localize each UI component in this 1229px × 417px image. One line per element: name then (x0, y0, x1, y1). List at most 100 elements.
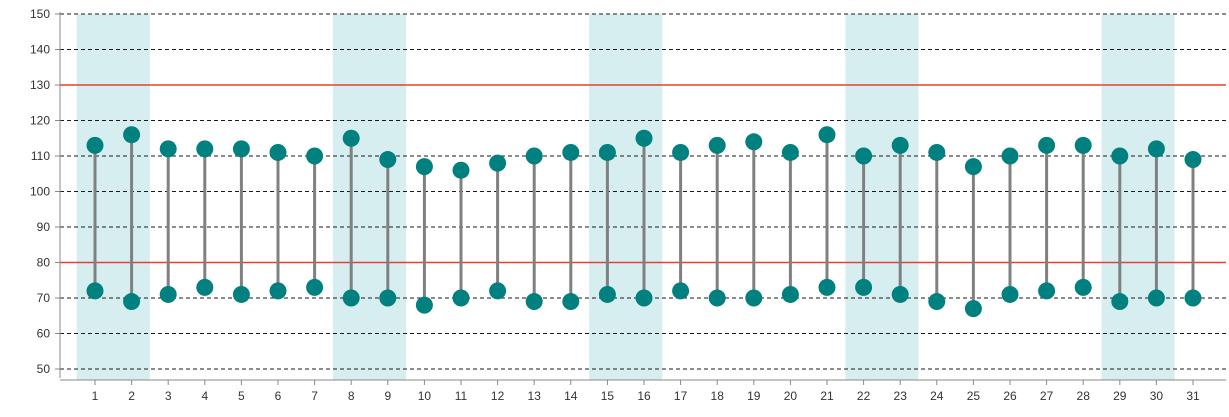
x-tick-label-28: 28 (1077, 389, 1091, 403)
y-tick-label-110: 110 (31, 149, 50, 163)
y-tick-label-80: 80 (37, 256, 51, 270)
marker-low-12 (489, 282, 507, 300)
marker-high-18 (708, 136, 726, 154)
x-tick-label-30: 30 (1150, 389, 1164, 403)
marker-low-22 (855, 278, 873, 296)
marker-high-19 (745, 133, 763, 151)
y-tick-label-50: 50 (37, 362, 51, 376)
marker-low-24 (928, 293, 946, 311)
marker-high-5 (232, 140, 250, 158)
marker-low-20 (781, 285, 799, 303)
y-tick-label-100: 100 (30, 185, 50, 199)
x-tick-label-27: 27 (1040, 389, 1054, 403)
marker-high-12 (489, 154, 507, 172)
marker-low-8 (342, 289, 360, 307)
marker-high-7 (306, 147, 324, 165)
x-tick-label-20: 20 (784, 389, 798, 403)
marker-high-10 (415, 158, 433, 176)
y-tick-label-60: 60 (37, 327, 51, 341)
marker-high-20 (781, 143, 799, 161)
y-tick-label-150: 150 (30, 7, 50, 21)
marker-high-14 (562, 143, 580, 161)
marker-high-22 (855, 147, 873, 165)
marker-low-4 (196, 278, 214, 296)
marker-low-10 (415, 296, 433, 314)
y-tick-label-140: 140 (30, 43, 50, 57)
y-tick-label-120: 120 (30, 114, 50, 128)
marker-low-1 (86, 282, 104, 300)
marker-low-27 (1038, 282, 1056, 300)
x-tick-label-2: 2 (128, 389, 135, 403)
marker-low-14 (562, 293, 580, 311)
marker-high-15 (598, 143, 616, 161)
marker-low-23 (891, 285, 909, 303)
marker-high-24 (928, 143, 946, 161)
stems (93, 134, 1195, 309)
shaded-band-5 (1101, 14, 1175, 380)
x-tick-label-11: 11 (455, 389, 468, 403)
markers (86, 126, 1202, 318)
shaded-bands (76, 14, 1175, 380)
x-tick-label-31: 31 (1186, 389, 1200, 403)
marker-low-6 (269, 282, 287, 300)
x-tick-label-21: 21 (820, 389, 834, 403)
marker-low-29 (1111, 293, 1129, 311)
marker-high-17 (672, 143, 690, 161)
x-tick-label-26: 26 (1003, 389, 1017, 403)
marker-low-21 (818, 278, 836, 296)
x-tick-label-22: 22 (857, 389, 871, 403)
marker-low-13 (525, 293, 543, 311)
marker-high-9 (379, 151, 397, 169)
marker-high-29 (1111, 147, 1129, 165)
marker-high-13 (525, 147, 543, 165)
marker-high-26 (1001, 147, 1019, 165)
marker-low-26 (1001, 285, 1019, 303)
marker-high-8 (342, 129, 360, 147)
marker-low-5 (232, 285, 250, 303)
x-tick-label-10: 10 (418, 389, 432, 403)
x-tick-label-5: 5 (238, 389, 245, 403)
marker-high-28 (1074, 136, 1092, 154)
marker-low-16 (635, 289, 653, 307)
marker-high-27 (1038, 136, 1056, 154)
shaded-band-4 (845, 14, 919, 380)
x-tick-label-24: 24 (930, 389, 944, 403)
x-tick-label-23: 23 (894, 389, 908, 403)
x-tick-label-17: 17 (674, 389, 688, 403)
marker-low-15 (598, 285, 616, 303)
x-tick-label-4: 4 (201, 389, 208, 403)
marker-high-30 (1147, 140, 1165, 158)
shaded-band-1 (76, 14, 150, 380)
marker-low-28 (1074, 278, 1092, 296)
x-tick-label-6: 6 (275, 389, 282, 403)
marker-low-9 (379, 289, 397, 307)
marker-low-17 (672, 282, 690, 300)
y-tick-label-90: 90 (37, 220, 51, 234)
x-tick-label-18: 18 (711, 389, 725, 403)
shaded-band-2 (332, 14, 407, 380)
x-tick-label-3: 3 (165, 389, 172, 403)
x-axis: 1 2 3 4 5 6 7 8 9 10 11 12 13 14 15 16 17 18 19 20 21 22 23 24 2… (60, 379, 1226, 403)
marker-low-31 (1184, 289, 1202, 307)
x-tick-label-12: 12 (491, 389, 505, 403)
marker-high-3 (159, 140, 177, 158)
marker-high-4 (196, 140, 214, 158)
x-tick-label-19: 19 (747, 389, 761, 403)
x-tick-label-9: 9 (384, 389, 391, 403)
x-tick-label-16: 16 (637, 389, 651, 403)
x-tick-label-8: 8 (348, 389, 355, 403)
x-tick-label-29: 29 (1113, 389, 1127, 403)
marker-high-23 (891, 136, 909, 154)
marker-low-2 (123, 293, 141, 311)
marker-low-30 (1147, 289, 1165, 307)
marker-high-16 (635, 129, 653, 147)
x-tick-label-7: 7 (311, 389, 318, 403)
marker-high-11 (452, 161, 470, 179)
marker-low-18 (708, 289, 726, 307)
x-tick-label-13: 13 (528, 389, 542, 403)
marker-high-31 (1184, 151, 1202, 169)
marker-low-11 (452, 289, 470, 307)
y-axis: 50 60 70 80 90 100 110 120 130 140 150 (30, 7, 61, 378)
marker-low-25 (964, 300, 982, 318)
